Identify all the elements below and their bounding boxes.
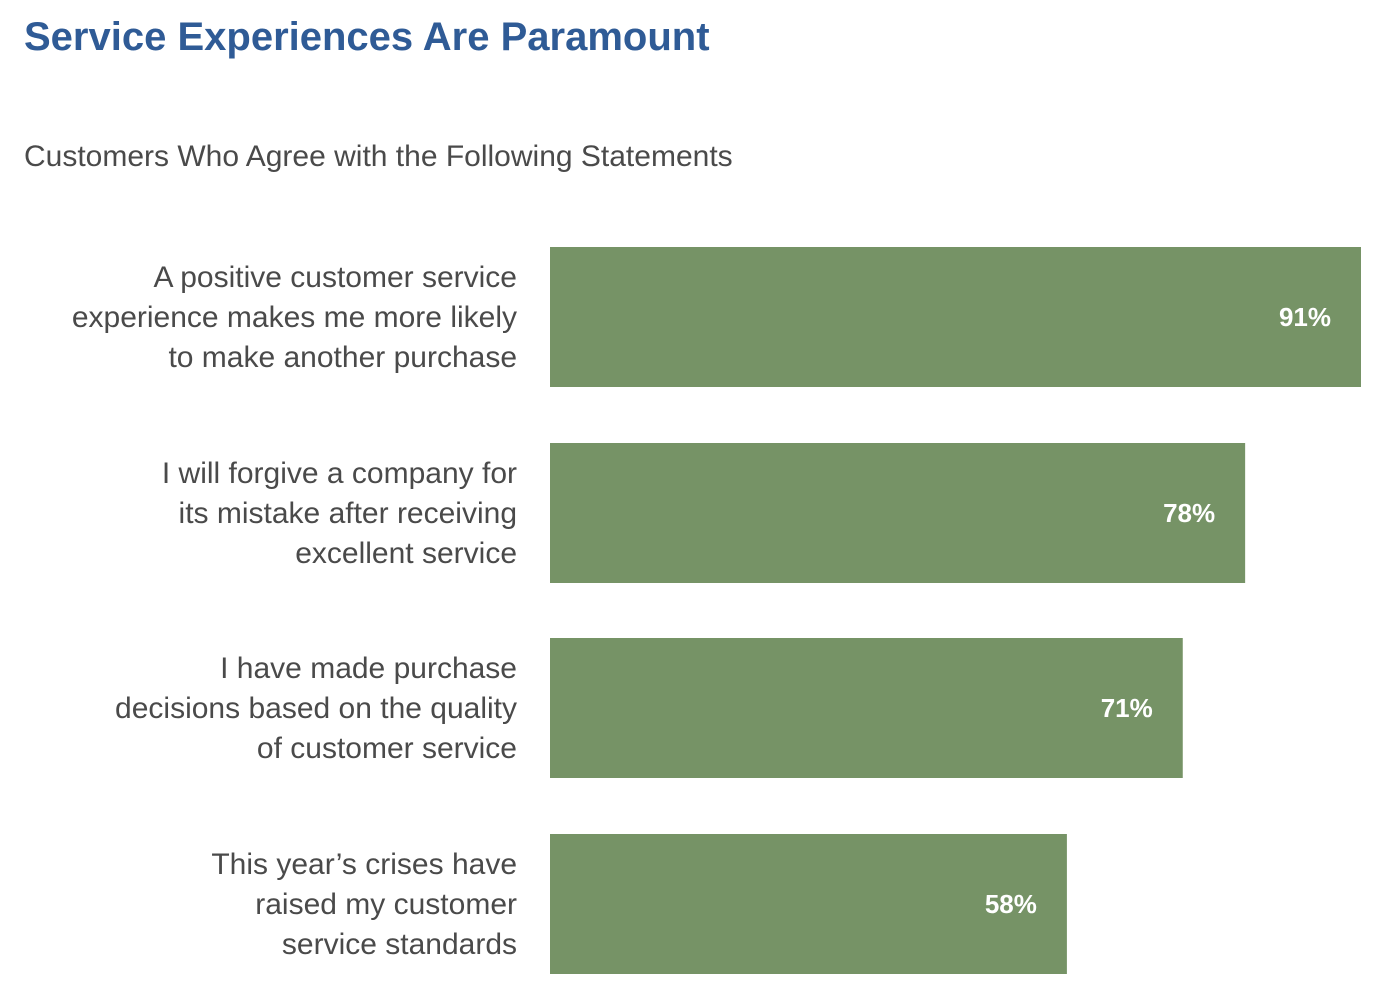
- category-label-line: service standards: [282, 928, 517, 961]
- chart-subtitle: Customers Who Agree with the Following S…: [24, 140, 733, 173]
- category-label: I have made purchase decisions based on t…: [115, 652, 517, 765]
- category-label-line: decisions based on the quality: [115, 692, 517, 725]
- category-label-line: experience makes me more likely: [72, 301, 517, 334]
- category-label: A positive customer service experience ma…: [72, 261, 517, 374]
- chart-title: Service Experiences Are Paramount: [24, 15, 710, 59]
- category-label-line: raised my customer: [255, 888, 517, 921]
- category-label-line: I will forgive a company for: [162, 457, 517, 490]
- bar-1: [550, 247, 1361, 387]
- bar-4: [550, 834, 1067, 974]
- category-label-line: A positive customer service: [154, 261, 517, 294]
- bar-value-label: 91%: [1279, 302, 1331, 332]
- bar-value-label: 78%: [1163, 498, 1215, 528]
- bar-value-label: 71%: [1101, 693, 1153, 723]
- bar-3: [550, 638, 1183, 778]
- category-label-line: its mistake after receiving: [179, 497, 517, 530]
- category-label: This year’s crises have raised my custome…: [211, 848, 517, 961]
- category-label-line: This year’s crises have: [211, 848, 517, 881]
- category-label-line: excellent service: [295, 537, 517, 570]
- category-label-line: to make another purchase: [168, 341, 517, 374]
- category-label: I will forgive a company for its mistake …: [162, 457, 517, 570]
- bar-2: [550, 443, 1246, 583]
- category-label-line: I have made purchase: [220, 652, 517, 685]
- bar-value-label: 58%: [985, 889, 1037, 919]
- category-label-line: of customer service: [257, 732, 517, 765]
